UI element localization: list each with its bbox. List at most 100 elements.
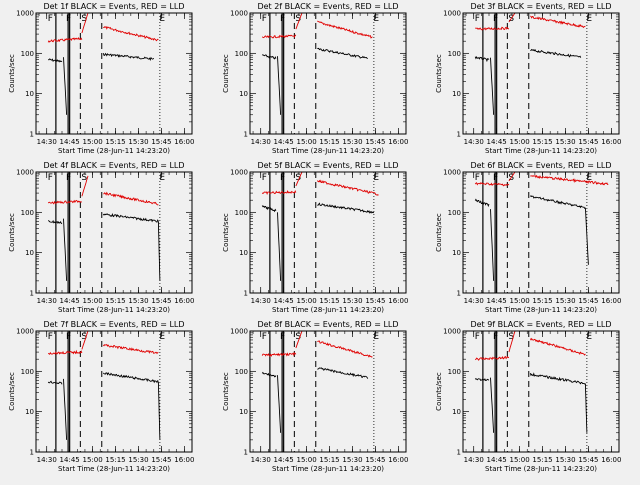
y-tick-label: 10 bbox=[239, 249, 248, 257]
x-tick-label: 15:00 bbox=[509, 138, 529, 146]
events-series-line bbox=[490, 377, 495, 433]
x-tick-label: 15:15 bbox=[319, 456, 339, 464]
x-tick-label: 15:45 bbox=[365, 138, 385, 146]
x-axis-label: Start Time (28-Jun-11 14:23:20) bbox=[272, 465, 384, 473]
lld-series-line bbox=[47, 199, 82, 205]
phase-marker: F bbox=[66, 332, 71, 342]
y-axis-label: Counts/sec bbox=[435, 372, 443, 411]
events-series-line bbox=[102, 371, 159, 384]
y-axis-label: Counts/sec bbox=[222, 54, 230, 93]
lld-series-line bbox=[295, 330, 303, 349]
lld-series-line bbox=[295, 171, 303, 187]
phase-marker: S bbox=[508, 332, 514, 342]
x-tick-label: 14:30 bbox=[464, 456, 484, 464]
y-tick-label: 1 bbox=[30, 131, 34, 139]
detector-panel-2: Det 2f BLACK = Events, RED = LLD Counts/s… bbox=[222, 2, 408, 155]
phase-marker: F bbox=[475, 332, 480, 342]
y-tick-label: 100 bbox=[21, 50, 34, 58]
x-tick-label: 14:30 bbox=[251, 138, 271, 146]
phase-marker: F bbox=[48, 332, 53, 342]
x-tick-label: 14:30 bbox=[464, 138, 484, 146]
lld-series-line bbox=[474, 182, 510, 187]
panel-title: Det 8f BLACK = Events, RED = LLD bbox=[257, 320, 398, 329]
events-series-line bbox=[584, 207, 589, 265]
phase-marker: E bbox=[159, 173, 165, 183]
x-tick-label: 15:30 bbox=[342, 456, 362, 464]
y-axis-label: Counts/sec bbox=[222, 372, 230, 411]
lld-series-line bbox=[81, 175, 89, 197]
x-tick-label: 15:45 bbox=[365, 297, 385, 305]
plot-frame bbox=[249, 330, 407, 453]
phase-marker: S bbox=[81, 173, 87, 183]
x-tick-label: 14:45 bbox=[487, 138, 507, 146]
plot-frame bbox=[462, 12, 620, 135]
x-tick-label: 15:45 bbox=[151, 138, 171, 146]
x-axis-label: Start Time (28-Jun-11 14:23:20) bbox=[272, 306, 384, 314]
x-tick-label: 15:45 bbox=[578, 138, 598, 146]
events-series-line bbox=[277, 212, 282, 281]
phase-marker: F bbox=[493, 332, 498, 342]
phase-marker: F bbox=[493, 14, 498, 24]
x-tick-label: 16:00 bbox=[174, 138, 194, 146]
x-tick-label: 15:30 bbox=[342, 138, 362, 146]
y-tick-label: 100 bbox=[448, 368, 461, 376]
plot-frame bbox=[462, 330, 620, 453]
x-tick-label: 14:30 bbox=[464, 297, 484, 305]
phase-marker: F bbox=[262, 332, 267, 342]
x-tick-label: 15:30 bbox=[555, 456, 575, 464]
phase-marker: S bbox=[81, 332, 87, 342]
events-series-line bbox=[277, 375, 282, 433]
x-tick-label: 15:00 bbox=[82, 138, 102, 146]
x-tick-label: 14:45 bbox=[274, 297, 294, 305]
x-tick-label: 15:15 bbox=[532, 297, 552, 305]
plot-frame bbox=[35, 330, 193, 453]
phase-marker: E bbox=[586, 14, 592, 24]
lld-series-line bbox=[103, 25, 159, 42]
x-axis-label: Start Time (28-Jun-11 14:23:20) bbox=[485, 147, 597, 155]
y-tick-label: 10 bbox=[239, 408, 248, 416]
lld-series-line bbox=[316, 179, 379, 196]
x-tick-label: 15:15 bbox=[319, 138, 339, 146]
events-series-line bbox=[262, 54, 277, 60]
events-series-line bbox=[317, 367, 369, 379]
events-series-line bbox=[63, 57, 68, 115]
x-tick-label: 14:30 bbox=[37, 456, 57, 464]
y-tick-label: 10 bbox=[452, 90, 461, 98]
detector-panel-4: Det 4f BLACK = Events, RED = LLD Counts/s… bbox=[8, 161, 194, 314]
phase-marker: F bbox=[48, 14, 53, 24]
events-series-line bbox=[277, 56, 282, 115]
phase-marker: E bbox=[373, 332, 379, 342]
events-series-line bbox=[48, 58, 63, 63]
x-tick-label: 15:30 bbox=[128, 456, 148, 464]
x-tick-label: 15:30 bbox=[128, 138, 148, 146]
x-tick-label: 15:30 bbox=[342, 297, 362, 305]
x-tick-label: 14:30 bbox=[251, 297, 271, 305]
y-tick-label: 1000 bbox=[443, 169, 461, 177]
y-tick-label: 100 bbox=[235, 50, 248, 58]
lld-series-line bbox=[475, 26, 510, 31]
events-series-line bbox=[474, 56, 490, 63]
x-tick-label: 15:00 bbox=[296, 456, 316, 464]
panel-title: Det 6f BLACK = Events, RED = LLD bbox=[470, 161, 611, 170]
plot-frame bbox=[249, 12, 407, 135]
events-series-line bbox=[490, 57, 495, 115]
lld-series-line bbox=[81, 12, 89, 34]
lld-series-line bbox=[317, 340, 373, 358]
lld-series-line bbox=[529, 337, 586, 356]
x-tick-label: 16:00 bbox=[601, 138, 621, 146]
x-tick-label: 14:45 bbox=[274, 138, 294, 146]
events-series-line bbox=[63, 378, 68, 440]
x-tick-label: 15:00 bbox=[82, 297, 102, 305]
y-tick-label: 10 bbox=[25, 90, 34, 98]
events-series-line bbox=[529, 194, 586, 210]
events-series-line bbox=[157, 381, 161, 440]
y-tick-label: 1000 bbox=[16, 10, 34, 18]
phase-marker: F bbox=[66, 14, 71, 24]
x-axis-label: Start Time (28-Jun-11 14:23:20) bbox=[58, 306, 170, 314]
y-tick-label: 10 bbox=[239, 90, 248, 98]
phase-marker: F bbox=[262, 173, 267, 183]
lld-series-line bbox=[475, 355, 510, 361]
y-tick-label: 10 bbox=[25, 249, 34, 257]
y-axis-label: Counts/sec bbox=[8, 213, 16, 252]
